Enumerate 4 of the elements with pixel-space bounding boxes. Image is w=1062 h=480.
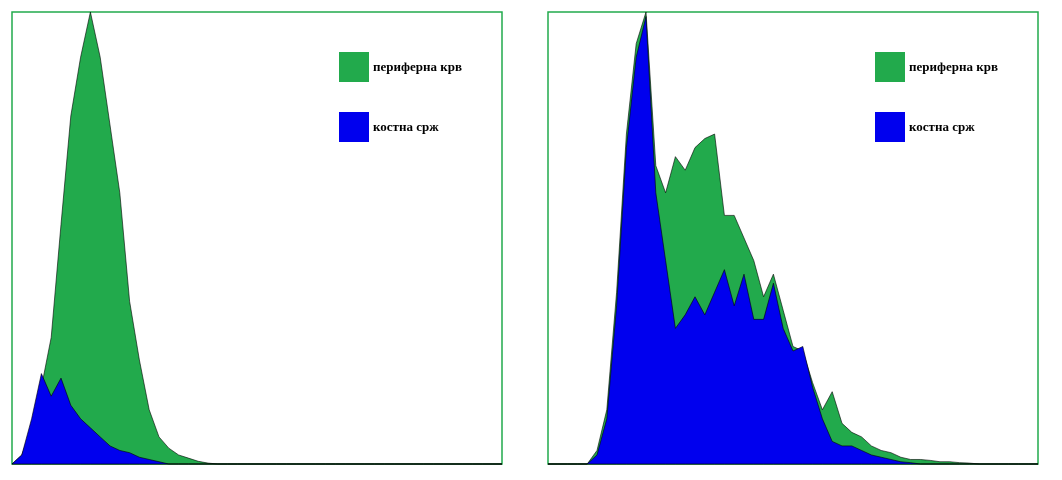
legend-label: костна срж [909,119,976,134]
legend-label: периферна крв [909,59,998,74]
legend-label: периферна крв [373,59,462,74]
legend-label: костна срж [373,119,440,134]
